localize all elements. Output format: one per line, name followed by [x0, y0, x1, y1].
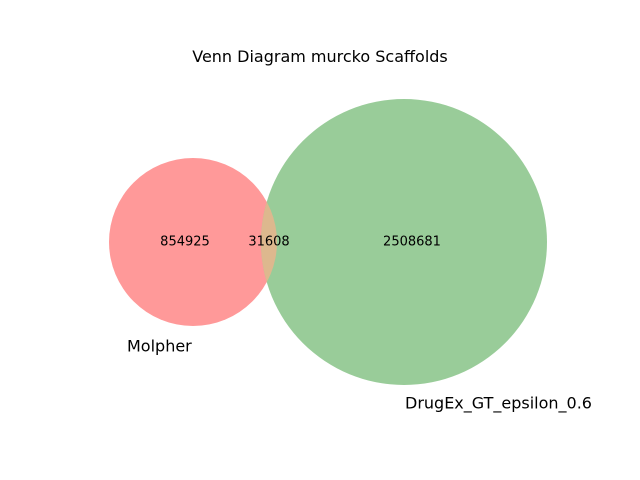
set-circle-molpher — [109, 158, 277, 326]
chart-title: Venn Diagram murcko Scaffolds — [192, 47, 448, 66]
count-drugex-only: 2508681 — [383, 235, 441, 250]
set-label-molpher: Molpher — [127, 337, 192, 356]
set-circle-drugex — [261, 99, 547, 385]
count-intersection: 31608 — [248, 235, 289, 250]
count-molpher-only: 854925 — [160, 235, 210, 250]
set-label-drugex: DrugEx_GT_epsilon_0.6 — [405, 394, 592, 414]
